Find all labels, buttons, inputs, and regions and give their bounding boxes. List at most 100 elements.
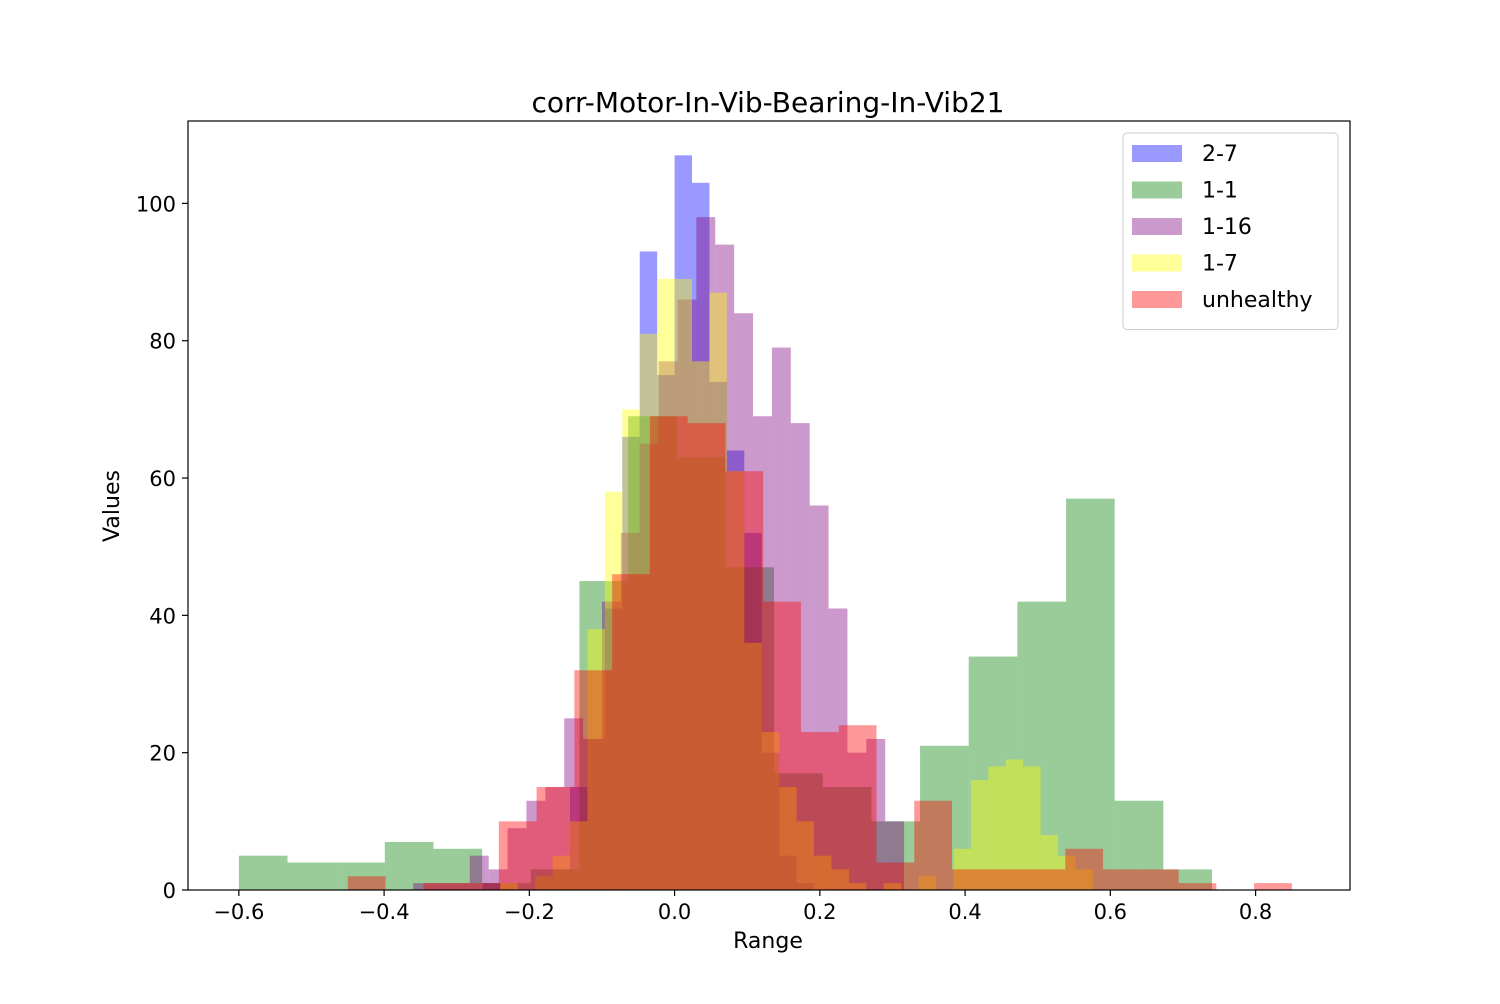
bar-2-7-16 [761,752,780,890]
bar-unhealthy-0 [347,876,386,890]
y-tick-label: 0 [163,879,176,903]
bar-1-7-18 [814,855,832,890]
x-tick-label: 0.4 [948,900,981,924]
bar-unhealthy-7 [612,574,650,890]
bar-1-16-13 [658,361,678,890]
bar-1-1-4 [433,848,483,890]
bar-1-16-12 [639,443,659,890]
bar-1-1-2 [336,862,385,890]
bar-1-1-12 [822,787,872,890]
bar-1-7-12 [709,292,727,890]
legend-label: 1-1 [1202,179,1238,204]
bar-1-7-11 [692,361,710,890]
bar-1-7-19 [831,869,849,890]
bar-1-16-8 [564,718,584,890]
bar-2-7-10 [657,375,675,890]
bar-2-7-17 [779,855,797,890]
bar-1-7-5 [587,629,605,890]
bar-1-7-14 [744,642,762,890]
bar-unhealthy-17 [989,869,1028,890]
bar-1-16-14 [677,299,697,890]
bar-1-7-8 [639,333,658,891]
bar-2-7-13 [709,381,727,890]
bar-1-7-16 [779,787,797,890]
bar-1-7-13 [726,471,745,890]
bar-1-16-19 [771,347,791,891]
bar-1-16-7 [545,787,565,890]
x-axis: −0.6 −0.4 −0.2 0.0 0.2 0.4 0.6 0.8 [213,890,1272,924]
y-tick-label: 100 [136,192,176,216]
y-tick-label: 60 [149,467,176,491]
bar-1-16-22 [828,608,848,890]
bar-1-7-15 [761,732,780,890]
bar-1-7-4 [570,821,588,890]
bar-unhealthy-13 [838,725,877,890]
legend-item-unhealthy: unhealthy [1132,288,1313,313]
bar-1-7-0 [500,883,518,890]
bar-1-16-2 [450,883,470,890]
bar-2-7-0 [482,883,501,890]
legend-swatch [1132,181,1182,199]
bar-1-16-24 [866,738,886,890]
bar-1-16-16 [715,244,735,891]
x-tick-label: 0.8 [1239,900,1272,924]
bar-1-16-3 [469,855,489,890]
legend-swatch [1132,218,1182,235]
bar-1-1-1 [287,862,337,890]
bar-unhealthy-22 [1178,883,1217,890]
bar-1-1-13 [871,821,921,890]
bar-1-7-10 [674,278,693,890]
bar-unhealthy-9 [687,423,726,890]
bar-unhealthy-14 [876,862,915,890]
bar-1-1-3 [384,841,434,890]
bar-1-16-18 [753,416,772,890]
bar-unhealthy-2 [423,883,462,890]
legend: 2-7 1-1 1-16 1-7 unhealthy [1122,132,1339,330]
bar-1-16-0 [413,883,433,890]
bar-1-1-6 [530,869,580,890]
series-unhealthy [347,416,1292,891]
bar-1-1-15 [968,656,1018,890]
bar-unhealthy-19 [1065,848,1104,890]
x-tick-label: −0.6 [213,900,264,924]
x-axis-label: Range [733,929,803,954]
bar-unhealthy-21 [1140,869,1179,890]
bar-1-16-4 [488,869,508,890]
bar-1-16-20 [790,423,810,890]
bar-1-7-29 [1005,759,1024,890]
series-1-16 [413,217,905,891]
legend-item-1-7: 1-7 [1132,252,1238,277]
legend-item-1-16: 1-16 [1132,215,1252,240]
bar-1-16-10 [601,601,621,891]
bar-1-7-30 [1023,766,1041,890]
bar-1-1-7 [579,581,629,890]
bar-1-7-17 [796,821,815,890]
bar-2-7-12 [692,182,710,891]
bar-unhealthy-8 [649,416,688,890]
legend-label: 2-7 [1202,142,1238,167]
bar-unhealthy-11 [763,601,801,891]
bar-1-16-23 [847,752,867,890]
bar-1-7-20 [848,883,867,890]
x-tick-label: 0.6 [1094,900,1127,924]
x-tick-label: −0.4 [359,900,410,924]
y-axis: 0 20 40 60 80 100 [136,192,188,903]
bar-1-1-10 [725,567,775,890]
bar-1-7-27 [970,780,989,890]
series-2-7 [482,155,815,891]
bar-1-7-22 [883,883,902,890]
bar-1-7-33 [1075,869,1093,890]
bar-2-7-4 [552,869,571,890]
bar-unhealthy-18 [1027,869,1066,890]
legend-swatch [1132,145,1182,162]
bar-1-1-19 [1163,869,1213,890]
legend-label: unhealthy [1202,288,1313,313]
bar-1-16-9 [583,738,602,890]
x-tick-label: 0.2 [803,900,836,924]
chart-title: corr-Motor-In-Vib-Bearing-In-Vib21 [532,86,1005,119]
bar-1-7-32 [1058,855,1076,890]
bar-2-7-6 [587,738,605,890]
bar-1-7-31 [1040,835,1059,890]
